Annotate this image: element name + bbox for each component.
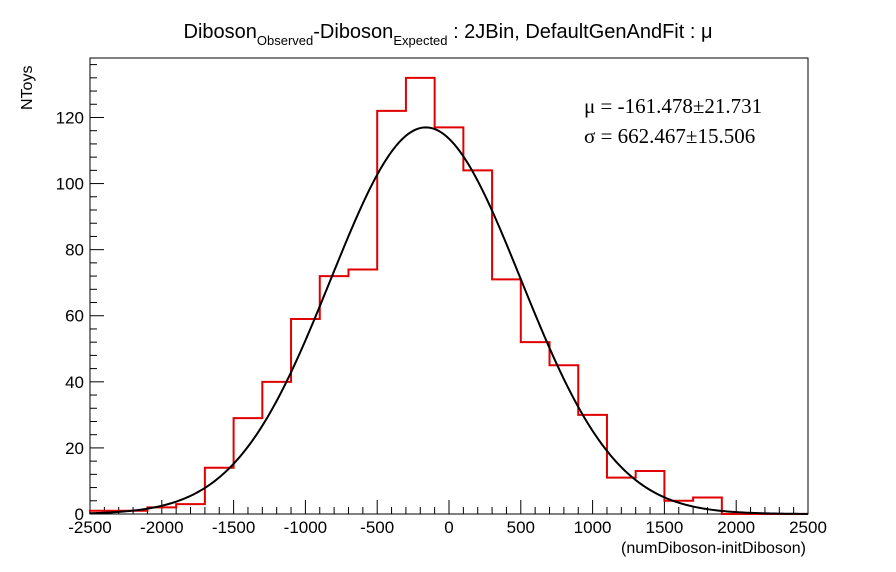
title-part-2: -Diboson: [313, 21, 393, 43]
histogram-outline: [89, 76, 808, 515]
histogram-bin: [377, 111, 406, 514]
histogram-bin: [492, 279, 521, 514]
fit-sigma-label: σ = 662.467±15.506: [584, 124, 755, 148]
gaussian-fit-curve: [89, 126, 809, 515]
y-tick-label: 60: [65, 307, 84, 326]
fit-mean-label: μ = -161.478±21.731: [584, 94, 762, 118]
y-tick-label: 20: [65, 439, 84, 458]
histogram-bin: [521, 342, 550, 514]
x-tick-label: -1500: [212, 518, 255, 537]
x-tick-label: 2000: [717, 518, 755, 537]
histogram-bin: [205, 468, 234, 514]
histogram-bin: [176, 504, 205, 514]
chart-title: DibosonObserved-DibosonExpected : 2JBin,…: [184, 21, 713, 48]
x-tick-label: 0: [444, 518, 453, 537]
plot-area: -2500 -2000 -1500 -1000 -500 0 500 1000 1500 2000…: [56, 57, 827, 537]
y-tick-label: 40: [65, 373, 84, 392]
histogram-bin: [463, 170, 492, 514]
x-tick-label: 1500: [645, 518, 683, 537]
y-tick-label: 80: [65, 241, 84, 260]
histogram-bin: [320, 276, 349, 514]
title-subscript-2: Expected: [393, 33, 447, 48]
histogram-bin: [406, 78, 435, 514]
histogram-bin: [693, 497, 722, 514]
y-tick-label: 0: [75, 505, 84, 524]
title-part-1: Diboson: [184, 21, 257, 43]
x-tick-label: -500: [360, 518, 394, 537]
title-subscript-1: Observed: [257, 33, 313, 48]
x-axis-label: (numDiboson-initDiboson): [621, 540, 806, 557]
y-axis-label: NToys: [19, 66, 36, 110]
histogram-bin: [435, 127, 464, 514]
histogram-bin: [550, 365, 579, 514]
histogram-bin: [291, 319, 320, 514]
histogram-bin: [636, 471, 665, 514]
histogram-bin: [348, 269, 377, 514]
x-tick-label: 2500: [789, 518, 827, 537]
x-tick-label: -1000: [284, 518, 327, 537]
x-tick-label: 1000: [574, 518, 612, 537]
x-tick-label: -2000: [140, 518, 183, 537]
x-tick-label: 500: [507, 518, 535, 537]
title-part-3: : 2JBin, DefaultGenAndFit : μ: [448, 21, 713, 43]
y-tick-label: 100: [56, 175, 84, 194]
y-tick-label: 120: [56, 108, 84, 127]
x-tick-label: -2500: [68, 518, 111, 537]
histogram-bin: [607, 478, 636, 514]
